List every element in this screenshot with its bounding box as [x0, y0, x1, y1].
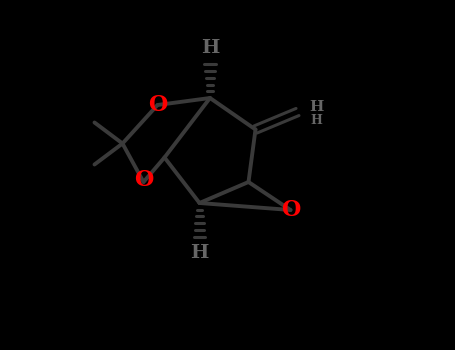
Text: O: O	[281, 199, 300, 221]
Text: H: H	[190, 244, 209, 262]
Text: O: O	[134, 169, 153, 191]
Text: H: H	[201, 39, 219, 57]
Text: O: O	[148, 94, 167, 116]
Text: H: H	[309, 100, 324, 114]
Text: H: H	[311, 114, 323, 127]
